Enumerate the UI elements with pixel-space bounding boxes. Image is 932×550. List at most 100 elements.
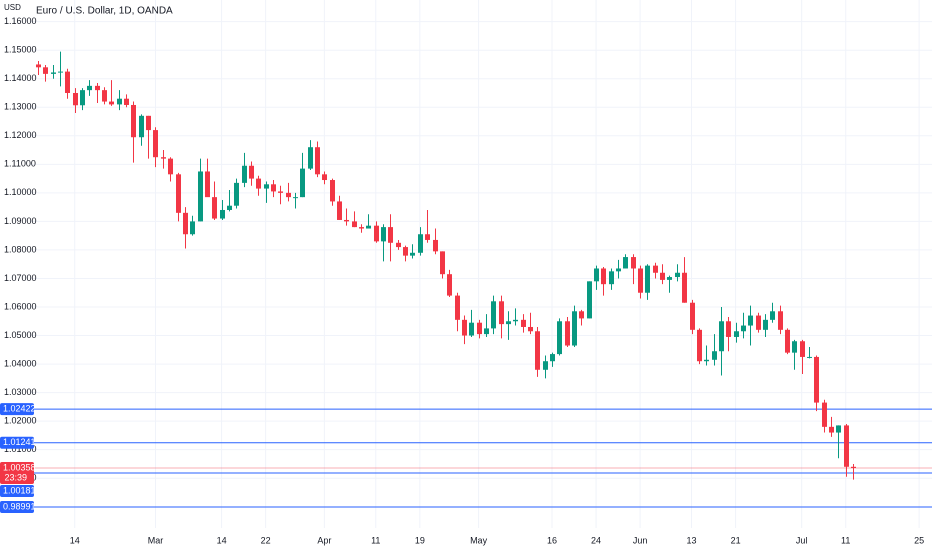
candle-body <box>146 115 151 131</box>
candle-body <box>851 466 856 468</box>
candles <box>36 51 856 480</box>
candle-body <box>87 85 92 91</box>
candle-body <box>822 402 827 427</box>
candle-body <box>734 331 739 337</box>
candle-body <box>220 209 225 219</box>
level-label: 0.98991 <box>3 501 36 511</box>
candle-body <box>95 85 100 91</box>
candle-body <box>315 147 320 175</box>
last-price-box <box>0 461 34 484</box>
x-tick-label: 19 <box>415 535 425 545</box>
candle-body <box>609 271 614 285</box>
candle-body <box>51 72 56 74</box>
candle-body <box>352 221 357 228</box>
candle-body <box>374 225 379 242</box>
level-label: 1.01241 <box>3 437 36 447</box>
candle-body <box>535 331 540 370</box>
candle-body <box>601 268 606 285</box>
candle-body <box>800 341 805 357</box>
candle-body <box>447 274 452 296</box>
candle-body <box>521 319 526 327</box>
candle-body <box>763 319 768 330</box>
level-label-box <box>0 403 34 416</box>
candle-body <box>565 321 570 346</box>
candle-body <box>587 281 592 319</box>
candle-body <box>778 311 783 330</box>
candle-body <box>249 165 254 179</box>
candle-body <box>814 356 819 403</box>
candle-body <box>80 90 85 106</box>
candle-body <box>36 64 41 68</box>
x-tick-label: 14 <box>217 535 227 545</box>
y-tick-label: 1.01000 <box>4 444 37 454</box>
candle-body <box>770 311 775 320</box>
candle-body <box>462 319 467 336</box>
candle-body <box>579 311 584 319</box>
candle-body <box>829 426 834 433</box>
candle-body <box>212 197 217 219</box>
candle-body <box>286 192 291 198</box>
candle-body <box>425 234 430 240</box>
candle-body <box>440 251 445 275</box>
candle-body <box>300 168 305 198</box>
candle-body <box>748 315 753 326</box>
level-label-box <box>0 500 34 513</box>
y-tick-label: 1.04000 <box>4 358 37 368</box>
candle-body <box>719 321 724 352</box>
candle-body <box>455 295 460 320</box>
y-tick-label: 1.12000 <box>4 130 37 140</box>
y-tick-label: 1.08000 <box>4 244 37 254</box>
candle-body <box>484 328 489 335</box>
candle-body <box>227 205 232 210</box>
candle-body <box>139 115 144 138</box>
candle-body <box>682 272 687 303</box>
candle-body <box>131 104 136 138</box>
candle-body <box>183 212 188 235</box>
y-tick-label: 1.03000 <box>4 387 37 397</box>
candle-body <box>256 178 261 189</box>
candle-body <box>410 252 415 256</box>
candle-body <box>712 351 717 360</box>
candle-body <box>388 227 393 243</box>
level-label-box <box>0 436 34 449</box>
candle-body <box>264 184 269 189</box>
candle-body <box>418 234 423 253</box>
candle-body <box>176 174 181 213</box>
candle-body <box>65 71 70 93</box>
candle-body <box>631 257 636 269</box>
x-tick-label: May <box>470 535 488 545</box>
candle-body <box>543 361 548 370</box>
x-tick-label: 21 <box>731 535 741 545</box>
y-tick-label: 1.09000 <box>4 216 37 226</box>
candle-body <box>807 356 812 358</box>
candle-body <box>675 272 680 278</box>
candle-body <box>513 319 518 322</box>
x-tick-label: 11 <box>841 535 850 545</box>
candle-body <box>660 272 665 280</box>
candle-body <box>726 321 731 337</box>
candle-body <box>337 201 342 220</box>
candle-body <box>198 171 203 222</box>
candle-body <box>403 247 408 256</box>
candle-body <box>433 239 438 252</box>
candle-body <box>396 242 401 248</box>
y-tick-label: 1.05000 <box>4 330 37 340</box>
candle-body <box>690 302 695 330</box>
candle-body <box>73 92 78 106</box>
x-tick-label: Apr <box>317 535 331 545</box>
candle-body <box>594 268 599 282</box>
candle-body <box>109 101 114 105</box>
y-tick-label: 1.07000 <box>4 273 37 283</box>
candle-body <box>623 257 628 269</box>
candle-body <box>168 158 173 175</box>
levels <box>30 408 932 508</box>
candle-body <box>124 98 129 105</box>
x-tick-label: 22 <box>261 535 271 545</box>
level-label: 1.00181 <box>3 485 36 495</box>
candle-body <box>499 301 504 325</box>
candle-body <box>697 329 702 362</box>
candle-body <box>344 219 349 222</box>
x-tick-label: 16 <box>547 535 557 545</box>
x-tick-label: Jun <box>633 535 648 545</box>
currency-label: USD <box>4 3 21 12</box>
